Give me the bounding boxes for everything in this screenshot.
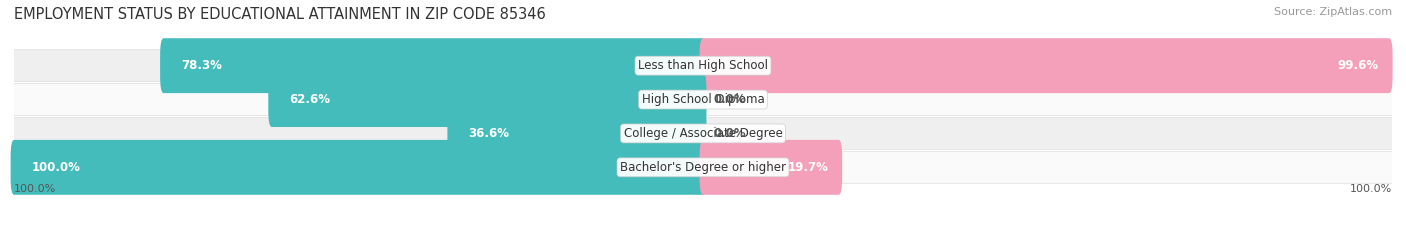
- Text: Less than High School: Less than High School: [638, 59, 768, 72]
- FancyBboxPatch shape: [700, 38, 1392, 93]
- FancyBboxPatch shape: [700, 140, 842, 195]
- Text: 100.0%: 100.0%: [31, 161, 80, 174]
- Text: 99.6%: 99.6%: [1337, 59, 1379, 72]
- FancyBboxPatch shape: [447, 106, 706, 161]
- FancyBboxPatch shape: [269, 72, 706, 127]
- Text: High School Diploma: High School Diploma: [641, 93, 765, 106]
- Text: EMPLOYMENT STATUS BY EDUCATIONAL ATTAINMENT IN ZIP CODE 85346: EMPLOYMENT STATUS BY EDUCATIONAL ATTAINM…: [14, 7, 546, 22]
- FancyBboxPatch shape: [11, 140, 706, 195]
- FancyBboxPatch shape: [14, 50, 1392, 82]
- Text: 78.3%: 78.3%: [181, 59, 222, 72]
- Text: 62.6%: 62.6%: [290, 93, 330, 106]
- Text: 0.0%: 0.0%: [713, 127, 747, 140]
- FancyBboxPatch shape: [14, 117, 1392, 149]
- FancyBboxPatch shape: [14, 84, 1392, 116]
- FancyBboxPatch shape: [160, 38, 706, 93]
- FancyBboxPatch shape: [14, 151, 1392, 183]
- Text: Source: ZipAtlas.com: Source: ZipAtlas.com: [1274, 7, 1392, 17]
- Text: College / Associate Degree: College / Associate Degree: [624, 127, 782, 140]
- Text: 0.0%: 0.0%: [713, 93, 747, 106]
- Text: 36.6%: 36.6%: [468, 127, 509, 140]
- Text: 100.0%: 100.0%: [1350, 184, 1392, 194]
- Text: 19.7%: 19.7%: [787, 161, 828, 174]
- Text: 100.0%: 100.0%: [14, 184, 56, 194]
- Text: Bachelor's Degree or higher: Bachelor's Degree or higher: [620, 161, 786, 174]
